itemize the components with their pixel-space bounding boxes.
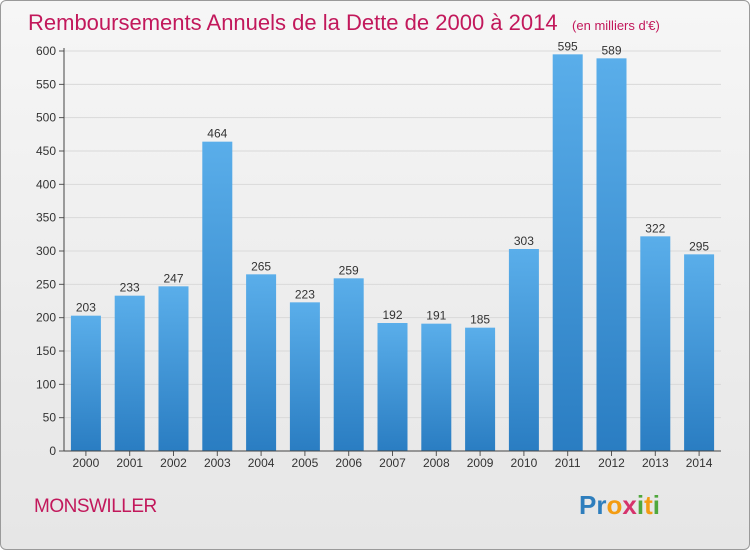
data-label-2011: 595 xyxy=(558,39,578,53)
y-tick-label: 200 xyxy=(36,311,56,325)
y-tick-label: 600 xyxy=(36,44,56,58)
x-tick-label-2013: 2013 xyxy=(642,456,669,470)
data-label-2003: 464 xyxy=(207,127,227,141)
data-label-2000: 203 xyxy=(76,301,96,315)
data-label-2013: 322 xyxy=(645,221,665,235)
x-tick-label-2003: 2003 xyxy=(204,456,231,470)
bar-2009 xyxy=(465,327,496,451)
x-tick-label-2004: 2004 xyxy=(248,456,275,470)
y-tick-label: 500 xyxy=(36,111,56,125)
data-label-2007: 192 xyxy=(382,308,402,322)
y-tick-label: 350 xyxy=(36,211,56,225)
data-label-2004: 265 xyxy=(251,259,271,273)
data-label-2009: 185 xyxy=(470,313,490,327)
y-tick-label: 0 xyxy=(49,444,56,458)
x-tick-label-2000: 2000 xyxy=(73,456,100,470)
data-label-2014: 295 xyxy=(689,239,709,253)
x-tick-label-2010: 2010 xyxy=(511,456,538,470)
chart-title: Remboursements Annuels de la Dette de 20… xyxy=(28,10,660,36)
y-tick-label: 400 xyxy=(36,177,56,191)
x-tick-label-2007: 2007 xyxy=(379,456,406,470)
data-label-2006: 259 xyxy=(339,263,359,277)
y-tick-label: 100 xyxy=(36,377,56,391)
data-label-2001: 233 xyxy=(120,281,140,295)
proxiti-logo: Proxiti xyxy=(579,490,660,520)
data-label-2008: 191 xyxy=(426,309,446,323)
bar-2014 xyxy=(684,254,715,451)
y-tick-label: 150 xyxy=(36,344,56,358)
x-tick-label-2001: 2001 xyxy=(116,456,143,470)
data-label-2012: 589 xyxy=(601,43,621,57)
bar-2010 xyxy=(508,249,539,451)
bar-2013 xyxy=(640,236,671,451)
x-tick-label-2009: 2009 xyxy=(467,456,494,470)
bar-2000 xyxy=(70,315,101,451)
x-tick-label-2005: 2005 xyxy=(292,456,319,470)
bar-2005 xyxy=(289,302,320,451)
chart-title-text: Remboursements Annuels de la Dette de 20… xyxy=(28,10,558,35)
y-tick-label: 550 xyxy=(36,77,56,91)
bar-2012 xyxy=(596,58,627,451)
bar-2006 xyxy=(333,278,364,451)
x-tick-label-2006: 2006 xyxy=(335,456,362,470)
x-tick-label-2002: 2002 xyxy=(160,456,187,470)
bar-2002 xyxy=(158,286,189,451)
bar-2008 xyxy=(421,323,452,451)
y-tick-label: 50 xyxy=(43,411,57,425)
bar-2001 xyxy=(114,295,145,451)
y-tick-label: 450 xyxy=(36,144,56,158)
y-tick-label: 300 xyxy=(36,244,56,258)
x-tick-label-2012: 2012 xyxy=(598,456,625,470)
bar-2004 xyxy=(246,274,277,451)
data-label-2005: 223 xyxy=(295,287,315,301)
bar-2007 xyxy=(377,323,408,451)
bar-2003 xyxy=(202,141,233,451)
y-tick-label: 250 xyxy=(36,277,56,291)
chart-unit-text: (en milliers d'€) xyxy=(572,18,660,33)
x-tick-label-2014: 2014 xyxy=(686,456,713,470)
x-tick-label-2008: 2008 xyxy=(423,456,450,470)
data-label-2010: 303 xyxy=(514,234,534,248)
x-tick-label-2011: 2011 xyxy=(555,456,581,470)
data-label-2002: 247 xyxy=(163,271,183,285)
bar-2011 xyxy=(552,54,583,451)
commune-name: MONSWILLER xyxy=(34,496,157,517)
